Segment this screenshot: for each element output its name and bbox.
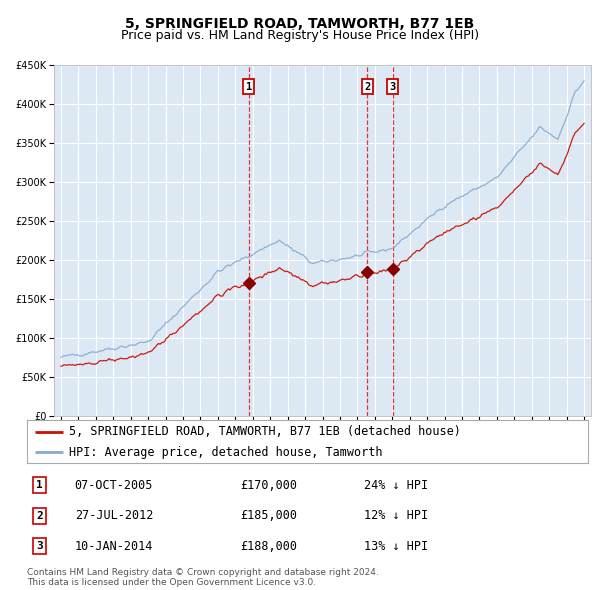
Text: 13% ↓ HPI: 13% ↓ HPI bbox=[364, 540, 428, 553]
Text: 1: 1 bbox=[36, 480, 43, 490]
Text: 5, SPRINGFIELD ROAD, TAMWORTH, B77 1EB: 5, SPRINGFIELD ROAD, TAMWORTH, B77 1EB bbox=[125, 17, 475, 31]
Text: 24% ↓ HPI: 24% ↓ HPI bbox=[364, 478, 428, 491]
Text: 27-JUL-2012: 27-JUL-2012 bbox=[74, 509, 153, 522]
Text: Contains HM Land Registry data © Crown copyright and database right 2024.
This d: Contains HM Land Registry data © Crown c… bbox=[27, 568, 379, 587]
Text: £170,000: £170,000 bbox=[240, 478, 297, 491]
Text: £185,000: £185,000 bbox=[240, 509, 297, 522]
Text: Price paid vs. HM Land Registry's House Price Index (HPI): Price paid vs. HM Land Registry's House … bbox=[121, 30, 479, 42]
Text: 12% ↓ HPI: 12% ↓ HPI bbox=[364, 509, 428, 522]
Text: 3: 3 bbox=[389, 82, 396, 91]
Text: 07-OCT-2005: 07-OCT-2005 bbox=[74, 478, 153, 491]
Text: 3: 3 bbox=[36, 541, 43, 551]
Text: HPI: Average price, detached house, Tamworth: HPI: Average price, detached house, Tamw… bbox=[69, 446, 383, 459]
Text: 5, SPRINGFIELD ROAD, TAMWORTH, B77 1EB (detached house): 5, SPRINGFIELD ROAD, TAMWORTH, B77 1EB (… bbox=[69, 425, 461, 438]
Text: 1: 1 bbox=[245, 82, 252, 91]
Text: £188,000: £188,000 bbox=[240, 540, 297, 553]
Text: 2: 2 bbox=[36, 511, 43, 520]
Text: 10-JAN-2014: 10-JAN-2014 bbox=[74, 540, 153, 553]
Text: 2: 2 bbox=[364, 82, 370, 91]
